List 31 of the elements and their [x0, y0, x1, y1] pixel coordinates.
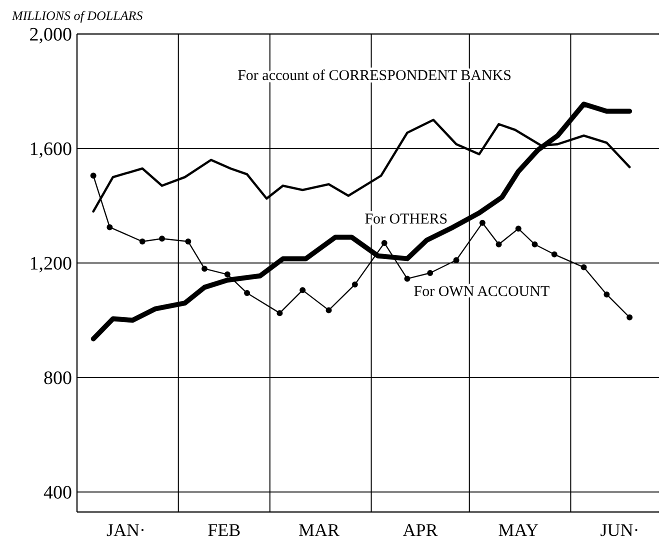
x-tick-label: JUN·: [600, 520, 640, 540]
y-tick-label: 400: [44, 482, 72, 504]
point: [479, 220, 486, 226]
y-tick-label: 2,000: [29, 24, 72, 46]
y-tick-label: 800: [44, 368, 72, 390]
x-tick-label: FEB: [208, 520, 241, 540]
point: [404, 276, 410, 282]
y-axis-title: MILLIONS of DOLLARS: [11, 8, 144, 23]
point: [224, 271, 230, 278]
point: [515, 226, 522, 232]
y-tick-label: 1,200: [29, 254, 72, 275]
x-tick-label: MAR: [298, 520, 340, 540]
point: [90, 172, 96, 179]
point: [106, 224, 113, 230]
point: [496, 241, 502, 248]
point: [244, 290, 250, 296]
point: [139, 238, 146, 245]
x-tick-label: MAY: [498, 520, 539, 540]
point: [626, 314, 633, 320]
point: [532, 241, 538, 248]
x-tick-label: APR: [402, 520, 438, 540]
point: [202, 266, 208, 272]
point: [604, 291, 610, 298]
y-tick-label: 1,600: [29, 139, 72, 160]
point: [551, 251, 558, 258]
x-tick-label: JAN·: [106, 520, 146, 540]
point: [427, 270, 434, 276]
point: [580, 264, 587, 270]
point: [185, 238, 192, 245]
point: [159, 236, 166, 242]
point: [381, 240, 388, 246]
